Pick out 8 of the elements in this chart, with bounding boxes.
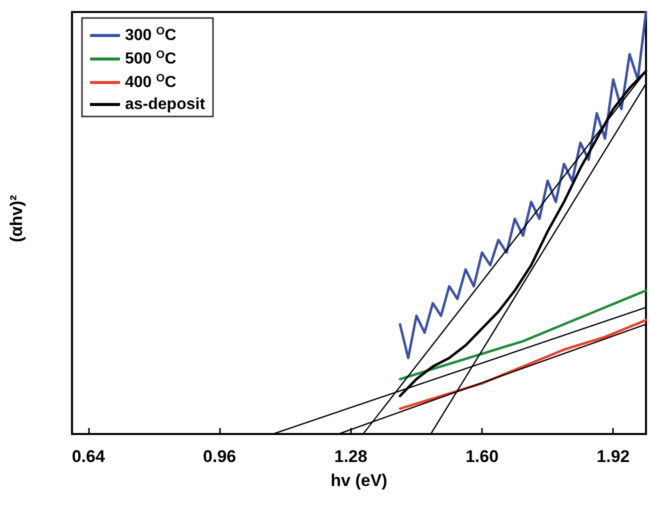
- x-axis-title: hv (eV): [330, 471, 388, 490]
- x-tick-label: 1.92: [596, 447, 630, 466]
- x-tick-label: 1.28: [334, 447, 368, 466]
- legend-label: as-deposit: [125, 96, 206, 113]
- x-tick-label: 1.60: [465, 447, 499, 466]
- y-axis-title: (αhv)²: [7, 194, 26, 242]
- x-tick-label: 0.96: [203, 447, 236, 466]
- x-tick-label: 0.64: [72, 447, 106, 466]
